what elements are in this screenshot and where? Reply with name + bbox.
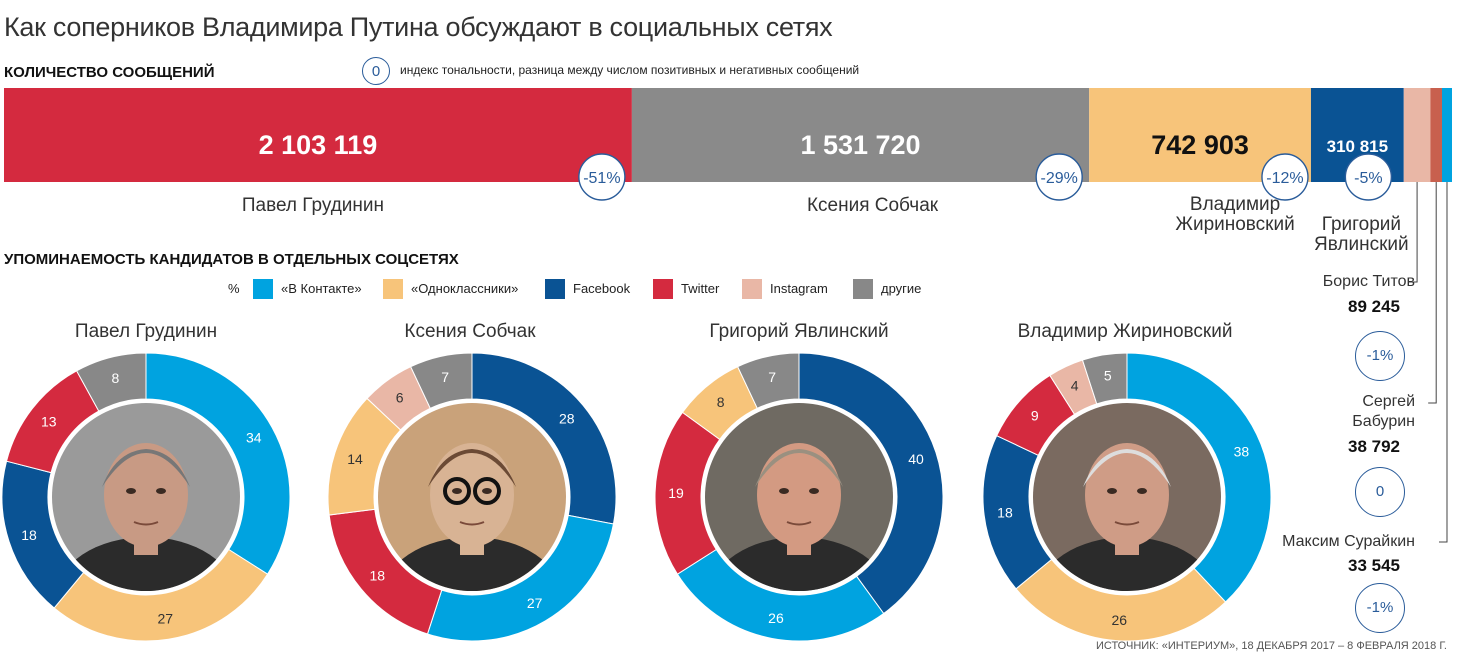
bar-candidate-name: Владимир Жириновский xyxy=(1175,194,1294,235)
tonality-index-symbol: 0 xyxy=(362,57,390,85)
donut-value-label: 28 xyxy=(559,411,575,427)
bar-segment-7 xyxy=(1441,88,1452,182)
tonality-index-value: -5% xyxy=(1354,170,1382,187)
donut-value-label: 34 xyxy=(246,430,262,446)
donut-value-label: 13 xyxy=(41,414,57,430)
side-tonality-badge: -1% xyxy=(1355,331,1405,381)
legend-swatch xyxy=(545,279,565,299)
side-candidate-name: Борис Титов xyxy=(1322,273,1415,290)
donut-value-label: 38 xyxy=(1234,444,1250,460)
donut-slice-facebook xyxy=(471,352,617,525)
candidate-photo xyxy=(49,400,243,594)
legend-label: Facebook xyxy=(573,281,631,296)
legend-swatch xyxy=(853,279,873,299)
donut-title: Ксения Собчак xyxy=(404,321,536,342)
tonality-index-value: -29% xyxy=(1040,170,1077,187)
tonality-index-note: индекс тональности, разница между числом… xyxy=(400,63,860,77)
leader-line xyxy=(1438,182,1448,543)
platform-section-title: УПОМИНАЕМОСТЬ КАНДИДАТОВ В ОТДЕЛЬНЫХ СОЦ… xyxy=(4,251,459,268)
candidate-photo xyxy=(375,400,569,594)
tonality-index-badge: -51% xyxy=(578,153,626,201)
bar-segment-5 xyxy=(1403,88,1431,182)
donut-value-label: 27 xyxy=(527,595,543,611)
donut-value-label: 19 xyxy=(668,485,684,501)
donut-value-label: 7 xyxy=(441,369,449,385)
donut-value-label: 5 xyxy=(1104,368,1112,384)
side-candidate-value: 89 245 xyxy=(1348,297,1400,316)
candidate-photo xyxy=(1030,400,1224,594)
donut-павел-грудинин: 34 27 18 13 8 xyxy=(1,352,291,642)
legend-unit: % xyxy=(228,281,240,296)
donut-value-label: 26 xyxy=(1111,612,1127,628)
donut-value-label: 18 xyxy=(21,527,37,543)
donut-slice-facebook xyxy=(798,352,944,615)
donut-slice-other xyxy=(410,352,473,409)
bar-candidate-name: Григорий Явлинский xyxy=(1314,214,1409,250)
side-tonality-badge: -1% xyxy=(1355,583,1405,633)
donut-value-label: 18 xyxy=(997,504,1013,520)
donut-value-label: 7 xyxy=(768,369,776,385)
donut-value-label: 18 xyxy=(369,567,385,583)
donut-григорий-явлинский: 40 26 19 8 7 xyxy=(654,352,944,642)
bar-candidate-name: Павел Грудинин xyxy=(242,195,384,216)
donut-slice-other xyxy=(75,352,147,412)
legend-label: другие xyxy=(881,281,922,296)
legend-swatch xyxy=(383,279,403,299)
leader-line xyxy=(1409,182,1418,283)
page-title: Как соперников Владимира Путина обсуждаю… xyxy=(4,12,833,42)
leader-line xyxy=(1428,182,1437,404)
donut-value-label: 40 xyxy=(908,451,924,467)
bar-segment-2 xyxy=(631,88,1090,182)
donut-value-label: 27 xyxy=(157,610,173,626)
donut-title: Григорий Явлинский xyxy=(709,321,888,342)
legend-swatch xyxy=(253,279,273,299)
donut-value-label: 8 xyxy=(717,394,725,410)
bar-value-label: 1 531 720 xyxy=(800,130,920,160)
bar-candidate-name: Ксения Собчак xyxy=(807,195,939,216)
donut-владимир-жириновский: 38 26 18 9 4 5 xyxy=(982,352,1272,642)
donut-ксения-собчак: 28 27 18 14 6 7 xyxy=(327,352,617,642)
donut-value-label: 6 xyxy=(396,389,404,405)
tonality-index-value: -12% xyxy=(1266,170,1303,187)
donut-value-label: 9 xyxy=(1031,408,1039,424)
legend-swatch xyxy=(742,279,762,299)
donut-title: Павел Грудинин xyxy=(75,321,217,342)
legend-label: «В Контакте» xyxy=(281,281,362,296)
donut-slice-other xyxy=(737,352,800,409)
side-candidate-name: Максим Сурайкин xyxy=(1282,533,1415,550)
donut-slice-other xyxy=(1081,352,1128,405)
donut-value-label: 14 xyxy=(347,451,363,467)
tonality-index-badge: -5% xyxy=(1344,153,1393,201)
source-note: ИСТОЧНИК: «ИНТЕРИУМ», 18 ДЕКАБРЯ 2017 – … xyxy=(1095,640,1447,652)
tonality-index-badge: -12% xyxy=(1261,153,1309,201)
side-tonality-badge: 0 xyxy=(1355,467,1405,517)
bar-segment-1 xyxy=(4,88,632,182)
legend-swatch xyxy=(653,279,673,299)
donut-value-label: 4 xyxy=(1071,378,1079,394)
messages-section-title: КОЛИЧЕСТВО СООБЩЕНИЙ xyxy=(4,64,215,81)
bar-value-label: 742 903 xyxy=(1151,130,1249,160)
legend-label: Instagram xyxy=(770,281,828,296)
tonality-index-badge: -29% xyxy=(1035,153,1083,201)
donut-slice-vk xyxy=(145,352,291,575)
donut-value-label: 26 xyxy=(768,610,784,626)
bar-value-label: 2 103 119 xyxy=(259,130,378,160)
side-candidate-value: 38 792 xyxy=(1348,437,1400,456)
donut-value-label: 8 xyxy=(112,370,120,386)
side-candidate-name: Сергей Бабурин xyxy=(1352,393,1415,430)
donut-title: Владимир Жириновский xyxy=(1018,321,1233,342)
side-candidate-value: 33 545 xyxy=(1348,556,1400,575)
donut-slice-vk xyxy=(1126,352,1272,603)
messages-stacked-bar-chart: 2 103 119 1 531 720 742 903 310 815 -51% -29%… xyxy=(4,88,1452,250)
candidate-photo xyxy=(702,400,896,594)
legend-label: «Одноклассники» xyxy=(411,281,519,296)
legend-label: Twitter xyxy=(681,281,720,296)
bar-value-label: 310 815 xyxy=(1327,137,1388,156)
bar-segment-6 xyxy=(1430,88,1442,182)
tonality-index-value: -51% xyxy=(583,170,620,187)
